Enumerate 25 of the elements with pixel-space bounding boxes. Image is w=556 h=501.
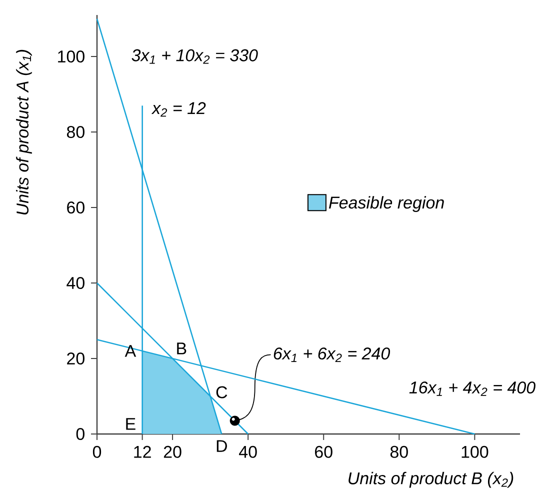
series-label: 3x$_{1}$ + 10x$_{2}$ = 330 bbox=[132, 49, 258, 64]
y-tick-label: 100 bbox=[58, 50, 84, 63]
series-label: 16x$_{1}$ + 4x$_{2}$ = 400 bbox=[409, 381, 536, 396]
x-tick-label: 0 bbox=[92, 446, 102, 458]
annotation: E bbox=[126, 418, 136, 430]
text: 6x$_{1}$ + 6x$_{2}$ = 240 bbox=[274, 347, 390, 362]
x-tick-label: 100 bbox=[462, 446, 488, 458]
annotation: D bbox=[216, 440, 227, 452]
x-tick-label: 20 bbox=[164, 446, 182, 458]
y-axis-title: Units of product A (x$_{1}$) bbox=[16, 50, 32, 214]
annotation: C bbox=[216, 386, 228, 398]
y-tick-label: 20 bbox=[67, 352, 84, 365]
x-tick-label: 80 bbox=[390, 446, 408, 458]
y-tick-label: 80 bbox=[66, 126, 84, 138]
y-tick-label: 0 bbox=[76, 428, 84, 440]
legend-label: Feasible region bbox=[328, 196, 444, 212]
series-label: x$_{2}$ = 12 bbox=[151, 102, 206, 117]
x-axis-title: Units of product B (x$_{2}$) bbox=[348, 472, 514, 488]
x-tick-label: 12 bbox=[134, 446, 151, 458]
annotation: A bbox=[124, 345, 136, 357]
x-tick-label: 60 bbox=[315, 446, 332, 458]
annotation: B bbox=[177, 342, 186, 354]
x-tick-label: 40 bbox=[239, 446, 257, 458]
y-tick-label: 60 bbox=[67, 201, 84, 214]
y-tick-label: 40 bbox=[66, 276, 84, 290]
